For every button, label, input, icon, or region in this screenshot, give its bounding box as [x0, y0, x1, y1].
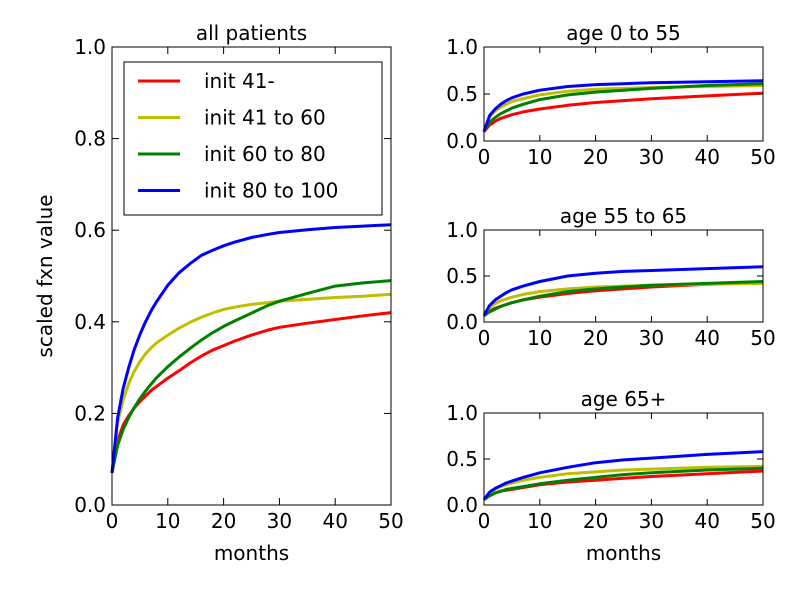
series-line-0-1 — [110, 292, 392, 474]
y-axis-label: scaled fxn value — [33, 194, 57, 357]
y-tick-label: 1.0 — [74, 35, 106, 59]
x-tick-label: 20 — [583, 145, 608, 169]
y-tick-label: 0.5 — [446, 264, 478, 288]
series-line-1-0 — [482, 91, 764, 133]
chart-panel-2: 0 10 20 30 40 50 0.0 0.5 1.0 age 55 to 65 — [446, 204, 776, 350]
legend: init 41- init 41 to 60 init 60 to 80 init 8… — [123, 61, 383, 216]
x-tick-label: 40 — [322, 509, 347, 533]
y-tick-label: 0.2 — [74, 401, 106, 425]
series-line-0-3 — [110, 223, 392, 474]
series-line-3-3 — [482, 450, 764, 501]
series-line-3-2 — [483, 466, 764, 501]
x-tick-label: 10 — [527, 509, 552, 533]
series-line-3-1 — [482, 464, 764, 501]
series-line-0-2 — [110, 279, 392, 474]
series-line-1-3 — [482, 79, 764, 133]
chart-panel-1: 0 10 20 30 40 50 0.0 0.5 1.0 age 0 to 55 — [446, 21, 776, 169]
chart-title: all patients — [196, 21, 307, 45]
x-tick-label: 0 — [478, 326, 491, 350]
y-tick-label: 0.0 — [446, 129, 478, 153]
x-tick-label: 10 — [155, 509, 180, 533]
y-tick-label: 0.0 — [446, 493, 478, 517]
x-tick-label: 20 — [583, 326, 608, 350]
chart-panel-0: 0 10 20 30 40 50 0.0 0.2 0.4 0.6 0.8 1.0 all patient… — [33, 21, 404, 565]
chart-title: age 55 to 65 — [560, 204, 687, 228]
axis-frame-2 — [483, 229, 764, 323]
series-line-2-2 — [483, 280, 764, 317]
x-tick-label: 30 — [639, 145, 664, 169]
y-tick-label: 0.0 — [446, 310, 478, 334]
y-tick-label: 1.0 — [446, 35, 478, 59]
legend-label: init 41 to 60 — [204, 106, 326, 130]
x-tick-label: 0 — [478, 509, 491, 533]
series-line-1-2 — [482, 82, 764, 133]
chart-title: age 65+ — [581, 387, 667, 411]
legend-label: init 60 to 80 — [204, 142, 326, 166]
x-tick-label: 30 — [267, 509, 292, 533]
series-line-2-3 — [482, 265, 764, 317]
x-axis-label: months — [586, 541, 661, 565]
x-tick-label: 40 — [694, 326, 719, 350]
x-tick-label: 50 — [750, 145, 775, 169]
y-tick-label: 1.0 — [446, 401, 478, 425]
axis-frame-0 — [111, 46, 392, 506]
x-tick-label: 10 — [527, 145, 552, 169]
x-tick-label: 50 — [750, 509, 775, 533]
legend-label: init 41- — [204, 69, 275, 93]
x-tick-label: 30 — [639, 326, 664, 350]
x-tick-label: 20 — [211, 509, 236, 533]
y-tick-label: 0.0 — [74, 493, 106, 517]
chart-panel-3: 0 10 20 30 40 50 0.0 0.5 1.0 age 65+ months — [446, 387, 776, 565]
x-tick-label: 20 — [583, 509, 608, 533]
series-line-0-0 — [110, 311, 392, 474]
y-tick-label: 0.4 — [74, 310, 106, 334]
y-tick-label: 0.6 — [74, 218, 106, 242]
x-tick-label: 50 — [750, 326, 775, 350]
x-tick-label: 50 — [378, 509, 403, 533]
y-tick-label: 0.5 — [446, 82, 478, 106]
chart-title: age 0 to 55 — [566, 21, 681, 45]
x-tick-label: 10 — [527, 326, 552, 350]
legend-label: init 80 to 100 — [204, 179, 338, 203]
y-tick-label: 0.8 — [74, 127, 106, 151]
x-tick-label: 40 — [694, 509, 719, 533]
x-tick-label: 30 — [639, 509, 664, 533]
x-axis-label: months — [214, 541, 289, 565]
y-tick-label: 1.0 — [446, 218, 478, 242]
x-tick-label: 0 — [106, 509, 119, 533]
x-tick-label: 40 — [694, 145, 719, 169]
y-tick-label: 0.5 — [446, 447, 478, 471]
x-tick-label: 0 — [478, 145, 491, 169]
